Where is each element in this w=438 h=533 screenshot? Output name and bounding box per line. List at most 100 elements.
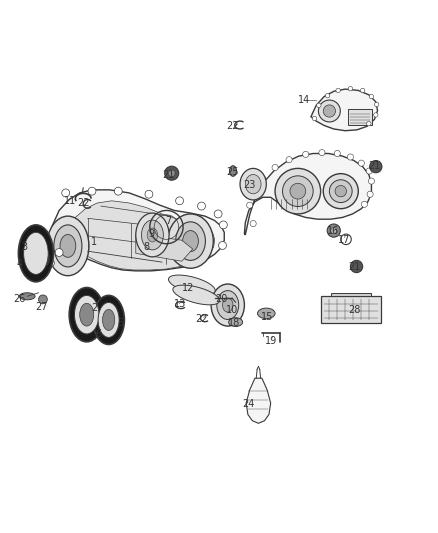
Ellipse shape <box>60 235 76 257</box>
Circle shape <box>350 260 363 273</box>
Text: 17: 17 <box>338 235 350 245</box>
Text: 21: 21 <box>162 169 175 180</box>
Ellipse shape <box>283 176 313 206</box>
Text: 20: 20 <box>215 294 227 304</box>
Circle shape <box>286 157 292 163</box>
Ellipse shape <box>230 166 237 176</box>
Circle shape <box>325 93 330 98</box>
Text: 21: 21 <box>349 262 361 272</box>
Ellipse shape <box>275 168 321 214</box>
Circle shape <box>46 259 54 267</box>
Text: 9: 9 <box>148 229 154 239</box>
Ellipse shape <box>183 231 198 252</box>
Circle shape <box>165 166 179 180</box>
Polygon shape <box>169 275 215 295</box>
Polygon shape <box>136 233 193 261</box>
Circle shape <box>260 176 266 182</box>
Circle shape <box>369 94 374 99</box>
Circle shape <box>347 154 353 160</box>
Circle shape <box>374 113 378 117</box>
Text: 10: 10 <box>226 305 238 316</box>
Text: 6: 6 <box>95 329 102 340</box>
Circle shape <box>334 150 340 157</box>
Polygon shape <box>246 378 271 423</box>
Ellipse shape <box>39 249 49 266</box>
Text: 12: 12 <box>182 284 194 293</box>
Ellipse shape <box>217 290 239 319</box>
Ellipse shape <box>168 214 213 268</box>
Polygon shape <box>244 154 371 235</box>
Circle shape <box>88 187 96 195</box>
Circle shape <box>145 190 153 198</box>
Circle shape <box>361 201 367 207</box>
Ellipse shape <box>323 105 336 117</box>
Polygon shape <box>173 285 219 305</box>
Ellipse shape <box>69 287 104 342</box>
Ellipse shape <box>98 302 119 337</box>
Ellipse shape <box>19 293 35 300</box>
Circle shape <box>374 102 379 107</box>
Text: 2: 2 <box>91 303 97 313</box>
Ellipse shape <box>335 185 346 197</box>
Circle shape <box>370 160 382 173</box>
Ellipse shape <box>323 174 358 209</box>
Text: 1: 1 <box>91 237 97 247</box>
Circle shape <box>252 188 258 194</box>
Circle shape <box>319 150 325 156</box>
Text: 13: 13 <box>173 298 186 309</box>
Polygon shape <box>64 201 215 270</box>
Polygon shape <box>311 89 378 131</box>
Circle shape <box>367 122 371 126</box>
Circle shape <box>348 86 353 91</box>
Circle shape <box>55 248 63 256</box>
Circle shape <box>366 168 372 174</box>
Text: 21: 21 <box>368 161 381 171</box>
Ellipse shape <box>245 174 261 194</box>
Text: 19: 19 <box>265 336 278 346</box>
Text: 22: 22 <box>226 122 238 131</box>
Text: 5: 5 <box>117 318 124 328</box>
Text: 15: 15 <box>261 312 273 322</box>
Circle shape <box>176 197 184 205</box>
Ellipse shape <box>54 225 82 267</box>
Text: 27: 27 <box>35 302 48 312</box>
Circle shape <box>250 221 256 227</box>
Ellipse shape <box>102 310 115 330</box>
Circle shape <box>272 165 278 171</box>
Text: 24: 24 <box>243 399 255 409</box>
Ellipse shape <box>80 303 94 326</box>
Text: 14: 14 <box>298 95 311 105</box>
Text: 4: 4 <box>17 260 23 269</box>
Ellipse shape <box>290 183 306 199</box>
Circle shape <box>219 221 227 229</box>
Circle shape <box>214 210 222 218</box>
Text: 22: 22 <box>195 314 208 324</box>
Text: 8: 8 <box>144 242 150 252</box>
Ellipse shape <box>141 220 163 250</box>
Ellipse shape <box>223 298 233 312</box>
Circle shape <box>62 189 70 197</box>
Text: 3: 3 <box>21 242 27 252</box>
Circle shape <box>198 202 205 210</box>
Ellipse shape <box>74 295 99 334</box>
Ellipse shape <box>211 284 244 326</box>
Circle shape <box>358 160 364 166</box>
Circle shape <box>247 202 253 208</box>
Ellipse shape <box>258 308 275 319</box>
Ellipse shape <box>18 225 53 282</box>
Circle shape <box>367 191 373 197</box>
Circle shape <box>327 224 340 237</box>
Circle shape <box>360 88 365 93</box>
Text: 23: 23 <box>244 181 256 190</box>
Circle shape <box>317 103 321 108</box>
Text: 26: 26 <box>14 294 26 304</box>
Circle shape <box>168 169 175 177</box>
Text: 25: 25 <box>226 167 238 177</box>
Text: 16: 16 <box>327 227 339 237</box>
Text: 22: 22 <box>77 198 89 208</box>
Ellipse shape <box>240 168 266 200</box>
Polygon shape <box>321 296 381 324</box>
Polygon shape <box>348 109 372 125</box>
Ellipse shape <box>329 180 352 203</box>
Circle shape <box>219 241 226 249</box>
